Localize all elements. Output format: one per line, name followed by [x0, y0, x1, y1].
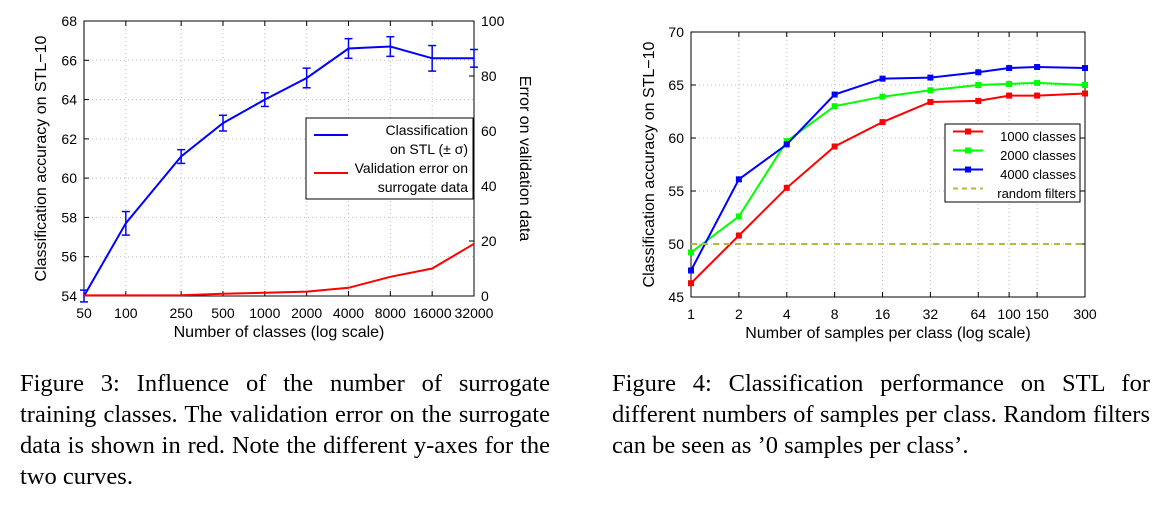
data-point [688, 267, 694, 274]
data-point [879, 93, 886, 100]
x-axis-label: Number of samples per class (log scale) [745, 325, 1030, 342]
series-line-validation-error-on-surrogate-data [84, 242, 475, 297]
plot-frame [83, 20, 475, 297]
legend-marker [965, 128, 971, 135]
data-point [1082, 82, 1088, 88]
x-tick-label: 100 [114, 305, 138, 321]
y2-tick-label: 40 [481, 178, 497, 194]
x-tick-label: 500 [211, 305, 235, 321]
y-tick-label: 68 [61, 13, 77, 29]
data-point [975, 97, 982, 104]
legend-label: 4000 classes [1000, 167, 1076, 182]
data-point [831, 91, 838, 98]
x-tick-label: 300 [1073, 306, 1097, 322]
x-tick-label: 50 [76, 305, 92, 321]
legend-box [944, 123, 1081, 203]
y-tick-label: 56 [61, 249, 77, 265]
data-point [688, 249, 694, 256]
data-point [1006, 80, 1013, 87]
legend-label: surrogate data [378, 179, 468, 195]
series-line-4000-classes [690, 65, 1086, 271]
x-tick-label: 1000 [249, 305, 280, 321]
data-point [1006, 65, 1013, 72]
data-point [927, 74, 934, 81]
series-line-1000-classes [690, 92, 1086, 284]
x-tick-label: 32 [923, 306, 939, 322]
plot-frame [690, 31, 1086, 298]
x-tick-label: 4000 [333, 305, 364, 321]
legend-label: Classification [386, 122, 468, 138]
data-point [831, 103, 838, 110]
y-tick-label: 45 [668, 289, 684, 305]
data-point [975, 82, 982, 88]
legend-label: random filters [997, 186, 1076, 201]
x-tick-label: 2 [735, 306, 743, 322]
series-line-classification-on-stl [83, 45, 474, 297]
y2-tick-label: 0 [481, 288, 489, 304]
series-line-2000-classes [690, 81, 1086, 254]
y-tick-label: 64 [61, 92, 77, 108]
data-point [927, 87, 934, 94]
x-tick-label: 16000 [413, 305, 452, 321]
x-tick-label: 4 [783, 306, 791, 322]
data-point [783, 184, 790, 191]
data-point [975, 69, 982, 76]
y-tick-label: 50 [668, 236, 684, 252]
y-tick-label: 66 [61, 52, 77, 68]
legend-label: 1000 classes [1000, 129, 1076, 144]
x-axis-label: Number of classes (log scale) [174, 324, 385, 341]
x-tick-label: 8000 [375, 305, 406, 321]
y2-tick-label: 60 [481, 123, 497, 139]
y2-tick-label: 100 [481, 13, 505, 29]
x-tick-label: 150 [1025, 306, 1049, 322]
y2-tick-label: 20 [481, 233, 497, 249]
y-tick-label: 60 [61, 170, 77, 186]
figure-3-caption: Figure 3: Influence of the number of sur… [20, 370, 550, 490]
y2-tick-label: 80 [481, 68, 497, 84]
data-point [783, 141, 790, 148]
legend-label: Validation error on [355, 160, 468, 176]
legend-label: 2000 classes [1000, 148, 1076, 163]
x-tick-label: 16 [875, 306, 891, 322]
data-point [879, 75, 886, 82]
data-point [927, 98, 934, 105]
y-tick-label: 70 [668, 24, 684, 40]
data-point [879, 119, 886, 126]
x-tick-label: 2000 [291, 305, 322, 321]
legend-box [305, 117, 474, 200]
y-axis-label: Classification accuracy on STL−10 [33, 35, 50, 281]
y-tick-label: 65 [668, 77, 684, 93]
legend-marker [965, 166, 971, 173]
x-tick-label: 8 [831, 306, 839, 322]
data-point [1034, 79, 1041, 86]
x-tick-label: 32000 [455, 305, 494, 321]
y-tick-label: 62 [61, 131, 77, 147]
data-point [831, 143, 838, 150]
legend-label: on STL (± σ) [390, 141, 468, 157]
data-point [1082, 65, 1088, 72]
data-point [735, 232, 742, 239]
x-tick-label: 100 [997, 306, 1021, 322]
legend-marker [965, 147, 971, 154]
figure-3-chart: 50 100 250 500 1000 2000 4000 8000 16000 32000545… [33, 13, 533, 341]
x-tick-label: 64 [970, 306, 986, 322]
data-point [1034, 92, 1041, 99]
x-tick-label: 250 [169, 305, 193, 321]
data-point [783, 138, 790, 145]
data-point [735, 213, 742, 220]
data-point [1034, 63, 1041, 70]
y-tick-label: 60 [668, 130, 684, 146]
figure-4-caption: Figure 4: Classification performance on … [612, 370, 1150, 459]
y-tick-label: 55 [668, 183, 684, 199]
data-point [1006, 92, 1013, 99]
y2-axis-label: Error on validation data [516, 76, 533, 242]
data-point [1082, 90, 1088, 97]
y-tick-label: 58 [61, 209, 77, 225]
data-point [688, 280, 694, 287]
data-point [735, 176, 742, 183]
x-tick-label: 1 [687, 306, 695, 322]
y-tick-label: 54 [61, 288, 77, 304]
y-axis-label: Classification accuracy on STL−10 [641, 41, 658, 287]
